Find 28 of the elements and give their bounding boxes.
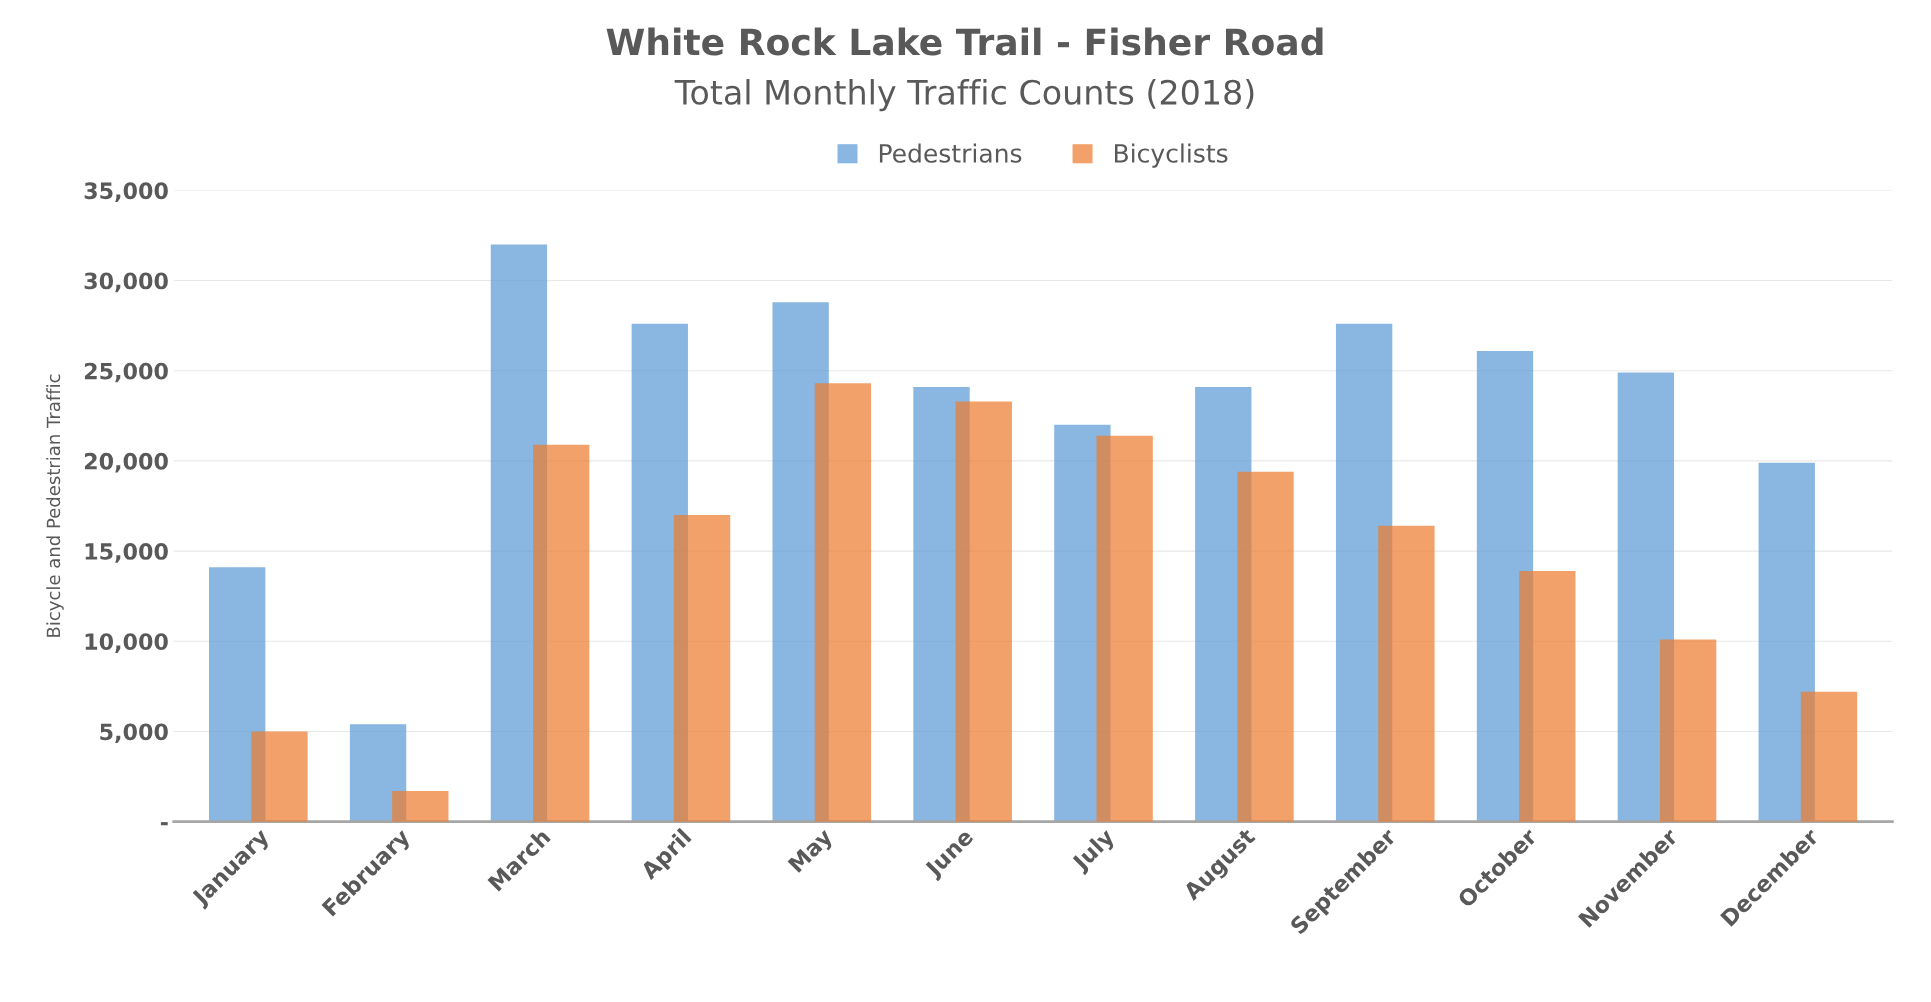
legend-label: Bicyclists [1115, 143, 1228, 168]
bar [1659, 639, 1717, 822]
bar [533, 444, 590, 822]
bar [392, 790, 449, 822]
bar [955, 401, 1012, 822]
bar [1758, 462, 1815, 822]
bar [349, 724, 407, 822]
bar [1519, 570, 1576, 822]
y-tick-label: 20,000 [84, 452, 168, 473]
y-tick-label: 10,000 [85, 633, 168, 653]
bar [209, 567, 266, 822]
bar [1378, 525, 1435, 822]
y-tick-label: - [160, 822, 168, 826]
bar [251, 731, 308, 822]
y-axis-title: Bicycle and Pedestrian Traffic [46, 374, 64, 637]
y-tick-label: 15,000 [85, 543, 168, 563]
y-tick-label: 35,000 [84, 182, 168, 202]
bar [1096, 435, 1153, 822]
y-tick-label: 30,000 [84, 272, 168, 293]
bar [1800, 691, 1858, 822]
chart-title: White Rock Lake Trail - Fisher Road [606, 27, 1323, 56]
bar [814, 383, 872, 822]
chart-subtitle: Total Monthly Traffic Counts (2018) [674, 79, 1254, 112]
y-tick-label: 25,000 [84, 362, 168, 383]
y-tick-label: 5,000 [100, 723, 168, 744]
bar [1237, 471, 1294, 822]
legend-label: Pedestrians [879, 143, 1022, 163]
bar [673, 515, 731, 822]
